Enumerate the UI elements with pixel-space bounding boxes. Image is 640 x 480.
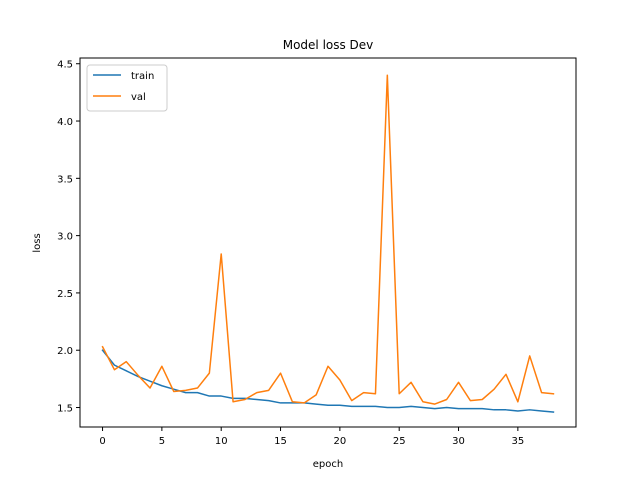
x-tick-label: 0 <box>99 436 105 447</box>
legend-box <box>86 64 168 112</box>
plot-area <box>101 74 555 413</box>
x-axis: 0 5 10 15 20 25 30 35 <box>99 427 524 447</box>
series-line-val <box>101 74 555 405</box>
x-tick-label: 5 <box>159 436 165 447</box>
y-axis: 1.5 2.0 2.5 3.0 3.5 4.0 4.5 <box>57 60 80 415</box>
y-tick-label: 4.0 <box>57 117 73 128</box>
x-tick-label: 25 <box>393 436 406 447</box>
x-tick-label: 15 <box>274 436 287 447</box>
legend-label-val: val <box>131 92 146 103</box>
series-line-train <box>101 349 555 413</box>
x-axis-label: epoch <box>313 459 343 470</box>
x-tick-label: 35 <box>511 436 524 447</box>
y-tick-label: 4.5 <box>57 60 73 71</box>
chart-title: Model loss Dev <box>283 38 374 52</box>
x-tick-label: 20 <box>333 436 346 447</box>
y-axis-label: loss <box>32 233 43 252</box>
y-tick-label: 1.5 <box>57 404 73 415</box>
y-tick-label: 3.0 <box>57 232 73 243</box>
x-tick-label: 10 <box>215 436 228 447</box>
y-tick-label: 2.5 <box>57 289 73 300</box>
x-tick-label: 30 <box>452 436 465 447</box>
legend-label-train: train <box>131 71 154 82</box>
axes-frame <box>79 57 577 428</box>
y-tick-label: 3.5 <box>57 174 73 185</box>
legend: train val <box>86 64 168 112</box>
y-tick-label: 2.0 <box>57 346 73 357</box>
